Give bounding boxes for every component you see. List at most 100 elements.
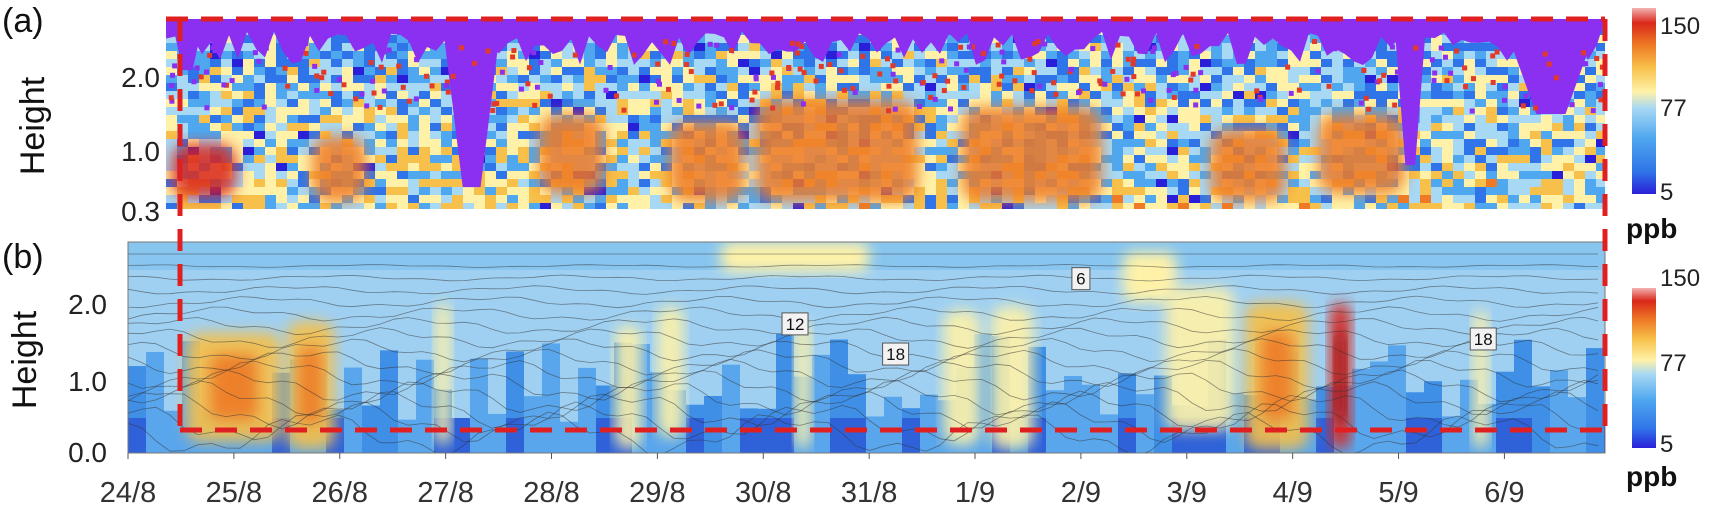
- heatmap-cell: [199, 115, 210, 123]
- heatmap-cell: [672, 59, 683, 67]
- heatmap-cell: [804, 51, 815, 59]
- speckle: [221, 82, 227, 88]
- heatmap-cell: [617, 35, 628, 43]
- heatmap-cell: [364, 195, 375, 203]
- heatmap-cell: [738, 59, 749, 67]
- speckle: [364, 103, 370, 109]
- heatmap-cell: [969, 203, 980, 209]
- heatmap-cell: [1288, 163, 1299, 171]
- speckle: [753, 76, 759, 82]
- heatmap-cell: [1596, 147, 1605, 155]
- heatmap-cell: [1134, 139, 1145, 147]
- heatmap-cell: [1596, 123, 1605, 131]
- heatmap-cell: [1266, 59, 1277, 67]
- heatmap-cell: [749, 147, 760, 155]
- heatmap-cell: [1266, 83, 1277, 91]
- heatmap-cell: [430, 115, 441, 123]
- heatmap-cell: [947, 187, 958, 195]
- heatmap-cell: [1574, 91, 1585, 99]
- heatmap-cell: [1453, 123, 1464, 131]
- heatmap-cell: [925, 147, 936, 155]
- heatmap-cell: [276, 67, 287, 75]
- heatmap-cell: [408, 131, 419, 139]
- heatmap-cell: [287, 163, 298, 171]
- heatmap-cell: [771, 59, 782, 67]
- heatmap-cell: [419, 83, 430, 91]
- heatmap-cell: [1530, 195, 1541, 203]
- heatmap-cell: [430, 123, 441, 131]
- heatmap-cell: [617, 51, 628, 59]
- heatmap-cell: [1255, 123, 1266, 131]
- heatmap-cell: [1222, 123, 1233, 131]
- heatmap-cell: [1189, 123, 1200, 131]
- heatmap-cell: [947, 163, 958, 171]
- heatmap-cell: [309, 107, 320, 115]
- heatmap-cell: [375, 155, 386, 163]
- speckle: [763, 39, 769, 45]
- heatmap-cell: [914, 91, 925, 99]
- heatmap-cell: [529, 43, 540, 51]
- speckle: [526, 65, 532, 71]
- heatmap-cell: [397, 59, 408, 67]
- heatmap-cell: [1288, 59, 1299, 67]
- heatmap-cell: [694, 67, 705, 75]
- heatmap-cell: [1464, 107, 1475, 115]
- heatmap-cell: [837, 75, 848, 83]
- heatmap-cell: [650, 203, 661, 209]
- heatmap-cell: [353, 67, 364, 75]
- heatmap-cell: [749, 139, 760, 147]
- heatmap-cell: [661, 131, 672, 139]
- heatmap-cell: [584, 203, 595, 209]
- heatmap-cell: [243, 51, 254, 59]
- ozone-region: [312, 135, 367, 202]
- heatmap-cell: [936, 91, 947, 99]
- heatmap-cell: [1486, 155, 1497, 163]
- heatmap-cell: [265, 59, 276, 67]
- heatmap-cell: [408, 195, 419, 203]
- heatmap-cell: [342, 131, 353, 139]
- speckle: [688, 69, 694, 75]
- heatmap-cell: [1156, 163, 1167, 171]
- heatmap-cell: [364, 91, 375, 99]
- heatmap-cell: [903, 59, 914, 67]
- heatmap-cell: [419, 91, 430, 99]
- heatmap-cell: [672, 67, 683, 75]
- heatmap-cell: [661, 139, 672, 147]
- heatmap-cell: [1145, 43, 1156, 51]
- heatmap-cell: [1508, 107, 1519, 115]
- heatmap-cell: [1552, 123, 1563, 131]
- heatmap-cell: [892, 91, 903, 99]
- heatmap-cell: [265, 43, 276, 51]
- heatmap-cell: [1211, 75, 1222, 83]
- heatmap-cell: [265, 155, 276, 163]
- heatmap-cell: [1431, 123, 1442, 131]
- heatmap-cell: [958, 67, 969, 75]
- heatmap-cell: [1519, 83, 1530, 91]
- upper-yellow-patch: [720, 242, 870, 272]
- heatmap-cell: [364, 147, 375, 155]
- speckle: [359, 91, 365, 97]
- heatmap-cell: [441, 155, 452, 163]
- heatmap-cell: [496, 59, 507, 67]
- heatmap-cell: [408, 99, 419, 107]
- heatmap-cell: [804, 59, 815, 67]
- heatmap-cell: [606, 59, 617, 67]
- heatmap-cell: [298, 155, 309, 163]
- contour-label: 6: [1076, 270, 1085, 289]
- heatmap-cell: [1453, 179, 1464, 187]
- x-tick-label: 1/9: [955, 477, 995, 509]
- heatmap-cell: [309, 91, 320, 99]
- speckle: [676, 97, 682, 103]
- heatmap-cell: [749, 171, 760, 179]
- heatmap-cell: [749, 91, 760, 99]
- heatmap-cell: [1255, 51, 1266, 59]
- heatmap-cell: [430, 107, 441, 115]
- field-column: [578, 367, 596, 453]
- heatmap-cell: [1101, 83, 1112, 91]
- heatmap-cell: [1519, 203, 1530, 209]
- heatmap-cell: [287, 195, 298, 203]
- heatmap-cell: [1277, 195, 1288, 203]
- heatmap-cell: [386, 139, 397, 147]
- heatmap-cell: [1475, 115, 1486, 123]
- heatmap-cell: [518, 99, 529, 107]
